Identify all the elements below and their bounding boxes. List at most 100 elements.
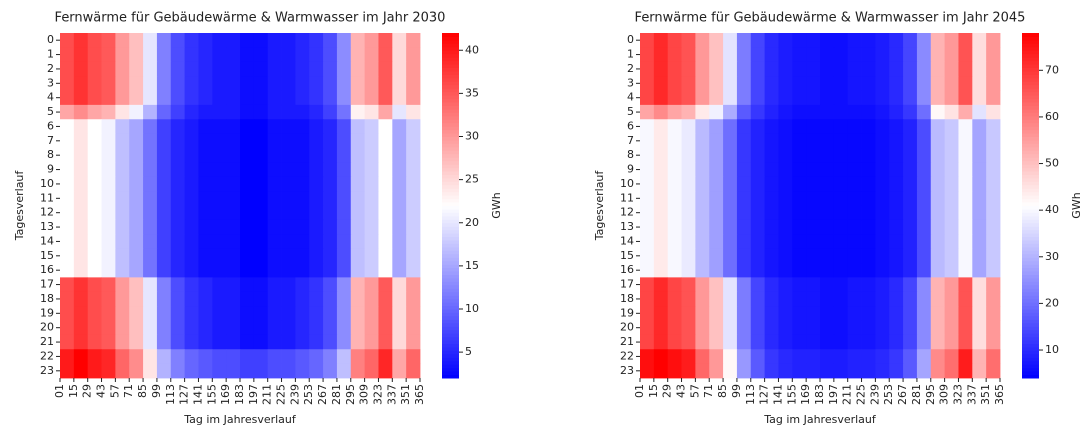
colorbar-step [1022, 367, 1039, 372]
heatmap-cell [198, 176, 213, 192]
colorbar-step [1022, 36, 1039, 41]
heatmap-cell [101, 47, 116, 63]
x-tick-label: 141 [191, 384, 204, 405]
heatmap-cell [709, 33, 724, 48]
heatmap-cell [764, 47, 779, 63]
heatmap-cell [115, 234, 130, 250]
heatmap-cell [212, 234, 227, 250]
heatmap-cell [916, 119, 932, 135]
heatmap-cell [156, 90, 172, 106]
heatmap-cell [198, 33, 213, 48]
heatmap-cell [226, 133, 241, 149]
heatmap-cell [170, 61, 186, 77]
heatmap-cell [875, 205, 890, 221]
heatmap-cell [240, 205, 255, 221]
heatmap-cell [903, 205, 918, 221]
heatmap-cell [143, 320, 158, 336]
heatmap-cell [378, 248, 393, 264]
colorbar-step [442, 153, 459, 158]
heatmap-cell [364, 334, 379, 350]
heatmap-cell [709, 119, 724, 135]
heatmap-cell [820, 47, 835, 63]
heatmap-cell [198, 349, 213, 365]
colorbar-step [1022, 336, 1039, 341]
heatmap-cell [695, 47, 710, 63]
heatmap-cell [392, 104, 407, 120]
heatmap-cell [73, 133, 89, 149]
heatmap-cell [87, 47, 102, 63]
heatmap-cell [267, 277, 282, 293]
heatmap-cell [143, 148, 158, 163]
colorbar-step [1022, 274, 1039, 279]
heatmap-cell [336, 76, 352, 91]
heatmap-cell [681, 320, 696, 336]
heatmap-cell [378, 76, 393, 91]
heatmap-cell [750, 47, 766, 63]
heatmap-cell [323, 320, 338, 336]
heatmap-cell [253, 61, 269, 77]
x-tick-label: 211 [841, 384, 854, 405]
heatmap-cell [309, 363, 324, 379]
heatmap-cell [709, 248, 724, 264]
colorbar-step [1022, 343, 1039, 348]
y-tick-label: 6 [47, 119, 54, 132]
heatmap-cell [129, 133, 144, 149]
heatmap-cell [916, 320, 932, 336]
heatmap-cell [750, 277, 766, 293]
heatmap-cell [240, 76, 255, 91]
colorbar-step [1022, 77, 1039, 82]
colorbar-step [442, 129, 459, 134]
colorbar-step [442, 312, 459, 317]
heatmap-cell [129, 119, 144, 135]
heatmap-cell [709, 90, 724, 106]
heatmap-cell [350, 334, 366, 350]
heatmap-cell [750, 119, 766, 135]
heatmap-cell [156, 133, 172, 149]
heatmap-cell [695, 248, 710, 264]
heatmap-cell [806, 133, 821, 149]
heatmap-cell [309, 277, 324, 293]
heatmap-cell [972, 205, 987, 221]
heatmap-cell [903, 219, 918, 235]
heatmap-cell [944, 191, 959, 206]
heatmap-cell [253, 104, 269, 120]
heatmap-cell [309, 162, 324, 178]
heatmap-cell [916, 277, 932, 293]
x-tick-label: 127 [178, 384, 191, 405]
heatmap-cell [267, 234, 282, 250]
heatmap-cell [930, 104, 946, 120]
heatmap-cell [156, 320, 172, 336]
heatmap-cell [709, 104, 724, 120]
heatmap-cell [695, 320, 710, 336]
heatmap-cell [336, 33, 352, 48]
heatmap-cell [916, 248, 932, 264]
heatmap-cell [736, 234, 752, 250]
heatmap-cell [253, 248, 269, 264]
heatmap-cell [723, 104, 738, 120]
heatmap-cell [253, 191, 269, 206]
heatmap-cell [406, 363, 421, 379]
heatmap-cell [226, 104, 241, 120]
heatmap-cell [226, 277, 241, 293]
heatmap-cell [198, 205, 213, 221]
x-tick-label: 29 [81, 384, 94, 398]
heatmap-cell [944, 219, 959, 235]
heatmap-cell [847, 277, 862, 293]
heatmap-cell [73, 277, 89, 293]
heatmap-cell [350, 104, 366, 120]
heatmap-cell [87, 162, 102, 178]
heatmap-cell [653, 320, 669, 336]
heatmap-cell [267, 76, 282, 91]
heatmap-cell [350, 133, 366, 149]
colorbar-step [442, 157, 459, 162]
heatmap-cell [60, 248, 75, 264]
heatmap-cell [916, 263, 932, 278]
heatmap-cell [378, 90, 393, 106]
heatmap-cell [406, 61, 421, 77]
colorbar-step [442, 60, 459, 65]
y-tick-label: 16 [620, 263, 634, 276]
heatmap-cell [406, 219, 421, 235]
heatmap-cell [903, 263, 918, 278]
heatmap-cell [170, 277, 186, 293]
heatmap-cell [87, 363, 102, 379]
